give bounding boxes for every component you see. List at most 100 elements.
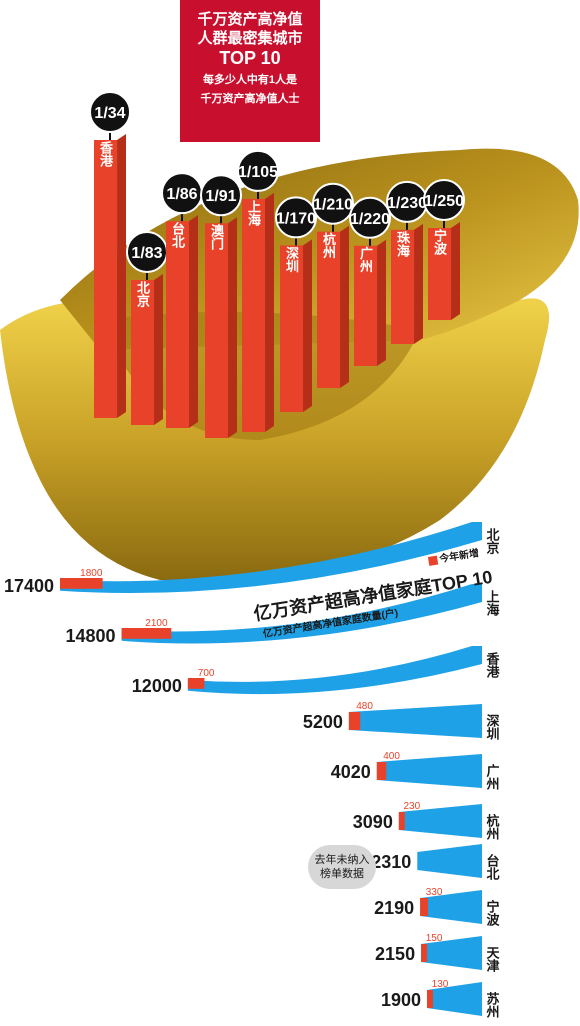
household-city-label: 上海 bbox=[485, 590, 500, 617]
household-city-label: 宁波 bbox=[485, 899, 500, 927]
ratio-bubble bbox=[349, 196, 391, 239]
household-bar bbox=[420, 890, 482, 924]
ratio-label: 1/220 bbox=[350, 211, 390, 228]
household-bar bbox=[417, 844, 482, 878]
ratio-label: 1/210 bbox=[313, 197, 353, 214]
household-bar bbox=[187, 646, 483, 695]
density-bar-side bbox=[451, 222, 460, 320]
household-value: 2150 bbox=[375, 944, 415, 964]
household-value: 5200 bbox=[303, 712, 343, 732]
ratio-label: 1/105 bbox=[238, 164, 278, 181]
density-city-label: 香港 bbox=[98, 140, 114, 168]
density-city-label: 宁波 bbox=[432, 228, 447, 256]
top-title-note1: 每多少人中有1人是 bbox=[202, 74, 298, 86]
density-city-label: 深圳 bbox=[284, 246, 299, 274]
new-household-label: 400 bbox=[383, 751, 400, 762]
household-value: 2310 bbox=[371, 852, 411, 872]
new-household-segment bbox=[421, 944, 428, 962]
density-bar-side bbox=[265, 192, 274, 432]
new-household-label: 230 bbox=[403, 801, 420, 812]
density-bar bbox=[131, 279, 155, 425]
ratio-label: 1/83 bbox=[131, 245, 162, 262]
top-title-line1: 千万资产高净值 bbox=[197, 11, 303, 28]
density-bars: 1/34 香港 1/83 北京 1/86 台北 1/91 澳门 1/105 上海 1/170 深圳 1/… bbox=[89, 91, 465, 438]
density-bar bbox=[280, 245, 304, 412]
new-household-label: 150 bbox=[426, 933, 443, 944]
new-household-label: 480 bbox=[356, 701, 373, 712]
top-title-line3: TOP 10 bbox=[219, 48, 281, 68]
household-bars: 1800 17400 北京 2100 14800 上海 700 12000 香港 480 5200 深… bbox=[4, 522, 500, 1019]
ratio-label: 1/34 bbox=[94, 105, 125, 122]
density-city-label: 上海 bbox=[246, 200, 261, 227]
density-bar bbox=[428, 228, 452, 320]
density-bar bbox=[94, 140, 118, 418]
new-household-label: 700 bbox=[198, 668, 215, 679]
household-city-label: 广州 bbox=[485, 763, 501, 791]
density-bar-side bbox=[340, 225, 349, 388]
ratio-label: 1/86 bbox=[166, 186, 197, 203]
new-household-label: 1800 bbox=[80, 568, 103, 579]
household-value: 1900 bbox=[381, 990, 421, 1010]
ratio-label: 1/170 bbox=[276, 210, 316, 227]
new-household-segment bbox=[376, 762, 387, 780]
taipei-note: 去年未纳入 榜单数据 bbox=[308, 845, 376, 889]
legend-swatch-new bbox=[427, 555, 439, 566]
density-bar-side bbox=[377, 239, 386, 366]
ratio-bubble bbox=[423, 179, 465, 221]
new-household-segment bbox=[121, 628, 172, 639]
household-bar bbox=[398, 804, 482, 838]
taipei-note-line1: 去年未纳入 bbox=[314, 854, 370, 866]
household-city-label: 香港 bbox=[485, 651, 501, 679]
density-bar-side bbox=[303, 239, 312, 412]
new-household-segment bbox=[60, 578, 103, 589]
household-city-label: 苏州 bbox=[485, 991, 501, 1019]
ratio-label: 1/250 bbox=[424, 193, 464, 210]
taipei-note-line2: 榜单数据 bbox=[320, 868, 364, 880]
ratio-bubble bbox=[89, 91, 131, 133]
density-city-label: 杭州 bbox=[321, 232, 337, 260]
household-bar bbox=[421, 936, 482, 970]
household-value: 2190 bbox=[374, 898, 414, 918]
household-value: 12000 bbox=[132, 676, 182, 696]
ratio-label: 1/91 bbox=[205, 188, 236, 205]
density-bar-side bbox=[154, 273, 163, 425]
new-household-label: 130 bbox=[432, 979, 449, 990]
density-bar-side bbox=[117, 134, 126, 418]
ratio-bubble bbox=[200, 174, 242, 217]
new-household-segment bbox=[427, 990, 434, 1008]
density-city-label: 台北 bbox=[170, 222, 185, 250]
ratio-label: 1/230 bbox=[387, 195, 427, 212]
new-household-label: 2100 bbox=[145, 618, 168, 629]
household-value: 4020 bbox=[331, 762, 371, 782]
household-value: 3090 bbox=[353, 812, 393, 832]
density-bar bbox=[354, 245, 378, 366]
density-bar bbox=[166, 221, 190, 428]
density-bar bbox=[317, 231, 341, 388]
household-value: 17400 bbox=[4, 576, 54, 596]
household-city-label: 杭州 bbox=[485, 813, 501, 841]
density-bar bbox=[391, 229, 415, 344]
density-city-label: 澳门 bbox=[209, 224, 224, 252]
top-title-line2: 人群最密集城市 bbox=[197, 30, 303, 47]
new-household-segment bbox=[420, 898, 428, 916]
household-city-label: 台北 bbox=[485, 853, 500, 881]
household-city-label: 北京 bbox=[485, 528, 500, 555]
ratio-bubble bbox=[312, 182, 354, 225]
new-household-segment bbox=[348, 712, 361, 730]
household-bar bbox=[348, 704, 482, 738]
ratio-bubble bbox=[237, 149, 279, 192]
new-household-segment bbox=[398, 812, 405, 830]
household-bar bbox=[427, 982, 482, 1016]
ratio-bubble bbox=[275, 196, 317, 239]
density-city-label: 北京 bbox=[135, 281, 150, 308]
density-bar-side bbox=[414, 223, 423, 344]
density-city-label: 珠海 bbox=[395, 230, 410, 258]
household-city-label: 深圳 bbox=[485, 713, 500, 741]
new-household-segment bbox=[187, 678, 205, 689]
top-title-note2: 千万资产高净值人士 bbox=[200, 93, 300, 105]
density-bar bbox=[242, 198, 266, 432]
household-bar bbox=[376, 754, 482, 788]
household-value: 14800 bbox=[66, 626, 116, 646]
household-city-label: 天津 bbox=[485, 946, 500, 973]
